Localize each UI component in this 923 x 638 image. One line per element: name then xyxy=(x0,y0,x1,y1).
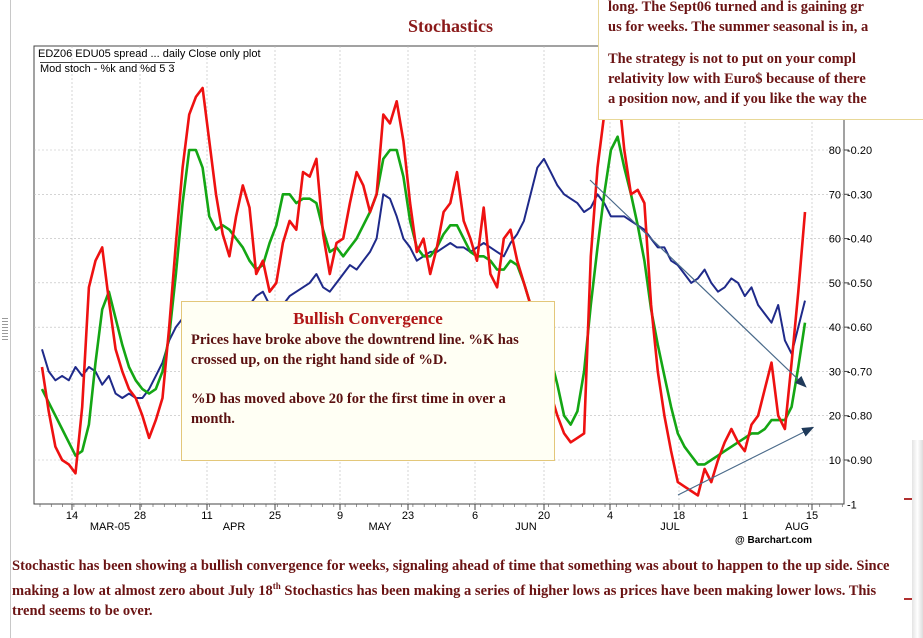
top-note-line-1: long. The Sept06 turned and is gaining g… xyxy=(608,0,864,15)
bottom-paragraph: Stochastic has been showing a bullish co… xyxy=(12,556,894,621)
adjacent-page-mark xyxy=(904,498,912,500)
x-month-label: APR xyxy=(223,521,246,533)
y-price-label: -0.30 xyxy=(847,189,872,201)
top-note-line-2: us for weeks. The summer seasonal is in,… xyxy=(608,19,869,35)
y-price-label: -0.80 xyxy=(847,411,872,423)
bullish-convergence-callout: Bullish Convergence Prices have broke ab… xyxy=(181,301,555,461)
x-month-label: JUL xyxy=(660,521,680,533)
chart-header-line-1: EDZ06 EDU05 spread ... daily Close only … xyxy=(38,48,261,60)
page-title: Stochastics xyxy=(408,16,493,36)
x-day-label: 23 xyxy=(402,510,414,522)
adjacent-page-edge xyxy=(912,440,923,638)
axis-layer: 14 28 11 25 9 23 6 20 4 18 1 15 MAR-05 APR MAY JUN JUL AU… xyxy=(39,145,872,533)
x-month-label: JUN xyxy=(515,521,536,533)
x-day-label: 1 xyxy=(742,510,748,522)
x-day-label: 4 xyxy=(607,510,613,522)
percent-k-line xyxy=(40,82,807,497)
adjacent-page-mark xyxy=(904,598,912,600)
top-note-line-4: relativity low with Euro$ because of the… xyxy=(608,71,866,87)
x-day-label: 11 xyxy=(201,510,212,522)
callout-paragraph-2: %D has moved above 20 for the first time… xyxy=(191,391,506,427)
x-month-label: MAR-05 xyxy=(90,521,130,533)
y-price-label: -0.60 xyxy=(847,322,872,334)
y-tick-label: 10 xyxy=(829,455,841,467)
x-month-label: AUG xyxy=(785,521,809,533)
y-price-label: -0.50 xyxy=(847,278,872,290)
plot-area xyxy=(33,45,845,505)
y-tick-label: 50 xyxy=(829,278,841,290)
y-price-label: -0.70 xyxy=(847,366,872,378)
x-day-label: 20 xyxy=(538,510,550,522)
trend-layer xyxy=(589,179,815,496)
x-day-label: 9 xyxy=(337,510,343,522)
top-note-box: long. The Sept06 turned and is gaining g… xyxy=(598,0,923,120)
x-month-label: MAY xyxy=(368,521,392,533)
y-tick-label: 30 xyxy=(829,366,841,378)
downtrend-line xyxy=(589,179,807,388)
resize-grip-icon[interactable] xyxy=(2,318,8,340)
left-window-edge xyxy=(0,0,11,638)
y-tick-label: 40 xyxy=(829,322,841,334)
top-note-line-5: a position now, and if you like the way … xyxy=(608,91,867,107)
y-price-label: -1 xyxy=(847,499,857,511)
y-price-label: -0.90 xyxy=(847,455,872,467)
callout-body: Prices have broke above the downtrend li… xyxy=(191,330,549,429)
y-price-label: -0.40 xyxy=(847,234,872,246)
x-day-label: 6 xyxy=(472,510,478,522)
bottom-text-superscript: th xyxy=(272,581,281,591)
chart-header-line-2: Mod stoch - %k and %d 5 3 xyxy=(40,62,175,75)
x-day-label: 18 xyxy=(673,510,685,522)
uptrend-line xyxy=(677,426,815,496)
y-tick-label: 20 xyxy=(829,411,841,423)
y-tick-label: 70 xyxy=(829,189,841,201)
x-day-label: 28 xyxy=(134,510,146,522)
top-note-line-3: The strategy is not to put on your compl xyxy=(608,51,856,67)
bottom-text-part-2: Stochastics has been making a series of … xyxy=(12,582,877,619)
x-day-label: 25 xyxy=(269,510,281,522)
x-day-label: 15 xyxy=(806,510,818,522)
callout-title: Bullish Convergence xyxy=(293,309,443,328)
series-layer xyxy=(40,82,807,497)
y-price-label: -0.20 xyxy=(847,145,872,157)
barchart-credit: @ Barchart.com xyxy=(735,535,812,546)
x-day-label: 14 xyxy=(66,510,78,522)
callout-paragraph-1: Prices have broke above the downtrend li… xyxy=(191,332,519,368)
y-tick-label: 80 xyxy=(829,145,841,157)
y-tick-label: 60 xyxy=(829,234,841,246)
bottom-text-part-1: Stochastic has been showing a bullish co… xyxy=(12,558,890,599)
